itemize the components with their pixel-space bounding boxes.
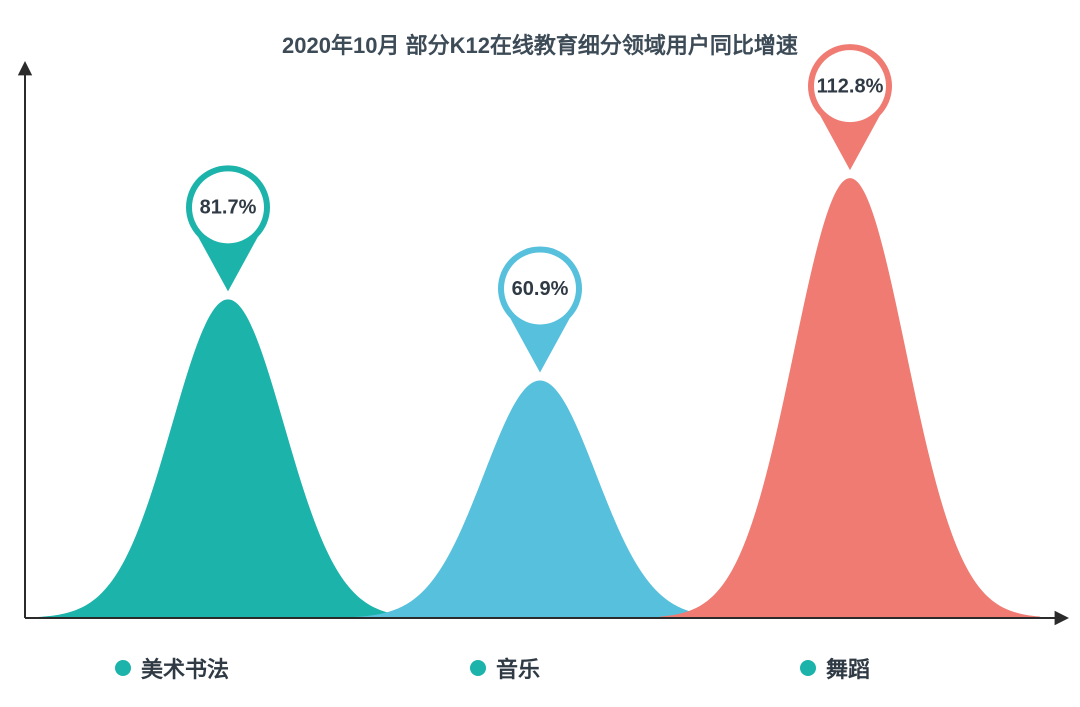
y-axis-arrow-icon bbox=[18, 61, 32, 75]
x-axis-arrow-icon bbox=[1055, 611, 1069, 625]
bell-curve bbox=[38, 299, 418, 618]
value-pin: 60.9% bbox=[498, 246, 582, 372]
legend-label: 美术书法 bbox=[141, 652, 229, 684]
pin-value-label: 60.9% bbox=[512, 278, 569, 300]
chart-svg: 81.7% 60.9% 112.8% bbox=[0, 0, 1080, 707]
legend-label: 音乐 bbox=[496, 652, 540, 684]
legend-dot-icon bbox=[800, 660, 816, 676]
pin-value-label: 81.7% bbox=[200, 197, 257, 219]
legend-dot-icon bbox=[115, 660, 131, 676]
legend-label: 舞蹈 bbox=[826, 652, 870, 684]
legend-item: 美术书法 bbox=[115, 652, 229, 684]
legend-item: 音乐 bbox=[470, 652, 540, 684]
bell-curve bbox=[350, 380, 730, 618]
legend-dot-icon bbox=[470, 660, 486, 676]
bell-curve bbox=[660, 178, 1040, 618]
value-pin: 81.7% bbox=[186, 165, 270, 291]
pin-value-label: 112.8% bbox=[817, 75, 884, 97]
chart-root: 2020年10月 部分K12在线教育细分领域用户同比增速 81.7%60.9%1… bbox=[0, 0, 1080, 707]
value-pin: 112.8% bbox=[808, 44, 892, 170]
legend-item: 舞蹈 bbox=[800, 652, 870, 684]
